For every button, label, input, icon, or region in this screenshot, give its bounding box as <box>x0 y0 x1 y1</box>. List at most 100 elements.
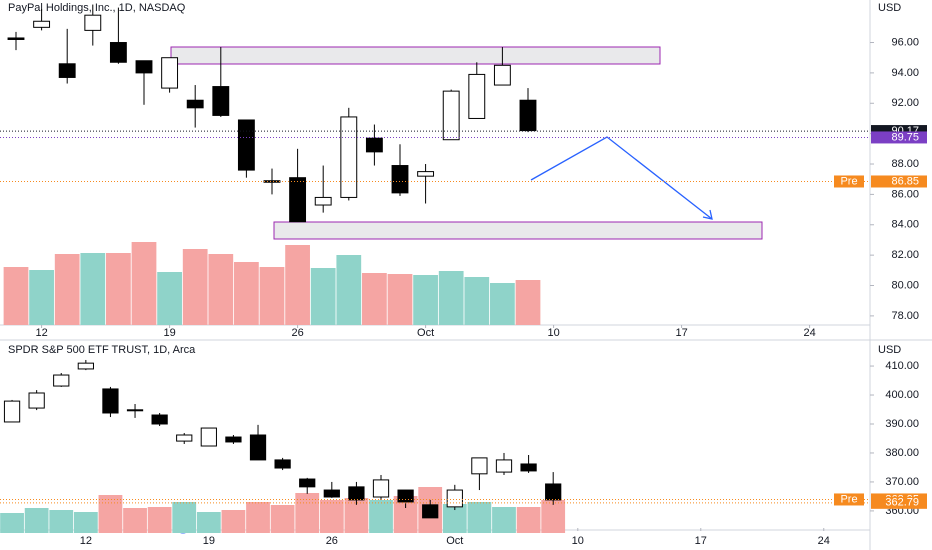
pre-tag: Pre <box>840 175 857 187</box>
x-tick-label: 12 <box>80 535 92 547</box>
price-label-box <box>871 175 927 188</box>
candle-body <box>545 483 562 501</box>
candle-body <box>365 137 383 153</box>
candle-body <box>126 409 144 412</box>
volume-bar <box>54 254 80 325</box>
volume-bar <box>362 273 387 325</box>
pre-tag: Pre <box>840 493 857 505</box>
volume-bar <box>387 274 413 325</box>
candle-body <box>28 392 45 409</box>
y-tick-label: 86.00 <box>891 188 919 200</box>
x-tick-label: 19 <box>203 535 215 547</box>
candle-body <box>186 99 204 109</box>
x-tick-label: Oct <box>417 327 434 339</box>
x-tick-label: 24 <box>803 327 815 339</box>
candle-body <box>314 196 332 206</box>
candle-body <box>200 427 217 447</box>
candle-body <box>77 362 94 370</box>
price-label-box <box>871 125 927 138</box>
volume-bar <box>369 500 393 533</box>
chart-title: SPDR S&P 500 ETF TRUST, 1D, Arca <box>8 344 196 356</box>
x-tick-label: 12 <box>35 327 47 339</box>
candle-body <box>263 180 281 183</box>
y-tick-label: 92.00 <box>891 97 919 109</box>
volume-bar <box>541 500 566 533</box>
candle-body <box>33 20 51 28</box>
volume-bar <box>49 510 74 533</box>
volume-bar <box>516 507 541 533</box>
volume-bar <box>344 498 369 533</box>
volume-bar <box>123 508 147 533</box>
volume-bar <box>492 507 516 533</box>
price-label: 86.85 <box>891 175 919 187</box>
volume-bar <box>393 496 418 533</box>
arrow-head <box>702 209 713 220</box>
volume-bar <box>3 267 29 325</box>
x-tick-label: 26 <box>291 327 303 339</box>
axis-unit: USD <box>878 344 901 356</box>
volume-bar <box>515 280 541 325</box>
axis-unit: USD <box>878 2 901 14</box>
y-tick-label: 400.00 <box>885 389 919 401</box>
volume-bar <box>295 493 320 533</box>
volume-bar <box>413 275 438 325</box>
candle-body <box>176 434 193 442</box>
y-tick-label: 80.00 <box>891 279 919 291</box>
candle-body <box>372 479 390 498</box>
volume-bar <box>0 513 24 533</box>
volume-bar <box>234 262 259 325</box>
volume-bar <box>246 502 270 533</box>
candle-body <box>495 459 513 473</box>
volume-bar <box>467 502 492 533</box>
candle-body <box>422 504 439 519</box>
x-tick-label: 17 <box>695 535 707 547</box>
candle-body <box>442 90 460 141</box>
candle-body <box>471 457 488 475</box>
y-tick-label: 94.00 <box>891 67 919 79</box>
volume-bar <box>196 512 221 533</box>
candle-body <box>391 165 409 194</box>
chart-title: PayPal Holdings, Inc., 1D, NASDAQ <box>8 2 186 14</box>
y-tick-label: 88.00 <box>891 158 919 170</box>
candle-body <box>468 73 486 119</box>
pre-tag-box <box>834 175 864 188</box>
candle-body <box>417 171 435 177</box>
volume-bar <box>131 242 157 325</box>
candle-body <box>299 478 316 488</box>
x-tick-label: 10 <box>572 535 584 547</box>
candle-body <box>161 57 179 89</box>
y-tick-label: 410.00 <box>885 360 919 372</box>
candle-body <box>274 459 291 469</box>
volume-bar <box>98 495 123 533</box>
candle-body <box>519 99 537 132</box>
volume-bar <box>310 268 336 325</box>
volume-bar <box>73 512 98 533</box>
volume-bar <box>285 245 310 325</box>
candle-body <box>212 86 230 116</box>
price-label-box <box>871 496 927 509</box>
y-tick-label: 84.00 <box>891 219 919 231</box>
volume-bar <box>182 249 208 325</box>
price-label: 362.79 <box>885 497 919 509</box>
x-tick-label: 24 <box>818 535 830 547</box>
zone-rect <box>273 221 763 240</box>
candle-body <box>348 486 365 501</box>
volume-bar <box>80 253 106 325</box>
volume-bar <box>319 500 344 533</box>
volume-bar <box>157 272 182 325</box>
candle-body <box>58 63 76 78</box>
volume-bar <box>464 277 490 325</box>
candle-body <box>237 119 255 171</box>
y-tick-label: 390.00 <box>885 418 919 430</box>
candle-body <box>135 60 153 74</box>
candle-body <box>3 400 21 423</box>
volume-bar <box>336 255 362 325</box>
volume-bar <box>208 254 234 325</box>
x-tick-label: 19 <box>163 327 175 339</box>
candle-body <box>397 489 414 503</box>
volume-bar <box>259 267 285 325</box>
volume-bar <box>442 504 467 533</box>
x-tick-label: 10 <box>547 327 559 339</box>
candle-body <box>151 414 168 425</box>
